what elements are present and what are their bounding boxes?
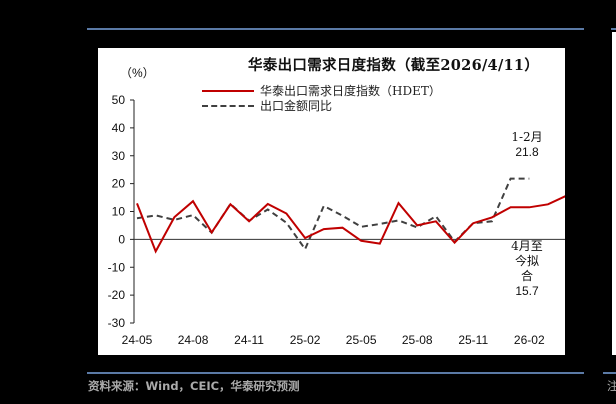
y-tick-label: 20 [112,177,126,191]
y-tick-label: 10 [112,205,126,219]
y-tick-label: -30 [108,316,126,330]
source-note-next: 注 [607,381,616,393]
y-tick-label: 0 [118,232,125,246]
y-tick-label: 50 [112,93,126,107]
export-yoy-line [136,177,530,252]
x-tick-label: 24-11 [234,333,264,347]
annotation-jan-feb: 1-2月 21.8 [511,130,543,159]
y-tick-label: 30 [112,149,126,163]
bottom-rule [87,372,584,374]
y-tick-label: 40 [112,121,126,135]
legend-label: 华泰出口需求日度指数（HDET） [260,84,441,98]
x-tick-label: 24-05 [122,333,153,347]
adjacent-panel-edge [612,32,616,355]
hdet-line [136,195,565,254]
annotation-april: 4月至 今拟 合 15.7 [511,239,543,298]
legend-label: 出口金额同比 [260,99,333,113]
top-rule [87,28,584,30]
y-tick-label: -20 [108,288,126,302]
y-axis-unit: （%） [120,66,155,80]
chart-panel: 华泰出口需求日度指数（截至2026/4/11） （%） 华泰出口需求日度指数（H… [98,48,565,355]
x-tick-label: 24-08 [178,333,209,347]
source-note: 资料来源：Wind，CEIC，华泰研究预测 [88,379,300,393]
x-tick-label: 25-02 [290,333,321,347]
x-tick-label: 26-02 [514,333,545,347]
legend: 华泰出口需求日度指数（HDET） 出口金额同比 [202,83,441,113]
x-tick-label: 25-11 [458,333,488,347]
y-tick-label: -10 [108,260,126,274]
bottom-rule-right [603,372,616,374]
chart-title: 华泰出口需求日度指数（截至2026/4/11） [248,57,540,74]
legend-item-export-yoy: 出口金额同比 [202,98,441,113]
x-tick-label: 25-05 [346,333,377,347]
dashed-line-swatch-icon [202,104,254,107]
top-rule-right [611,28,616,30]
legend-item-hdet: 华泰出口需求日度指数（HDET） [202,83,441,98]
x-tick-label: 25-08 [402,333,433,347]
line-chart-plot: 50 40 30 20 10 0 -10 -20 -30 24-05 24-08 24-11 25-02… [108,93,565,347]
solid-line-swatch-icon [202,89,254,92]
